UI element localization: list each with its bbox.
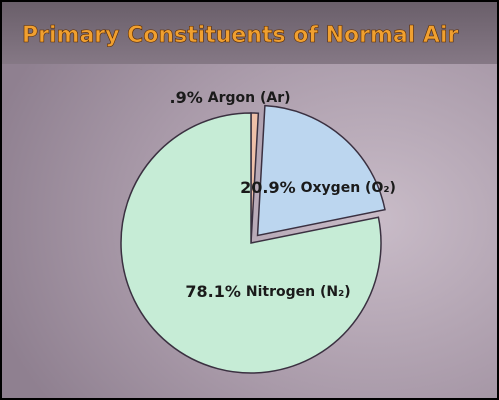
slice-label: 20.9% Oxygen (O₂) [240, 178, 396, 197]
slice-label: 78.1% Nitrogen (N₂) [185, 282, 350, 301]
slice-category-label: Argon (Ar) [208, 90, 291, 106]
page: {"chart_data": {"type": "pie", "title": … [0, 0, 499, 400]
slice-category-label: Oxygen (O₂) [301, 180, 396, 196]
slice-label: .9% Argon (Ar) [169, 88, 290, 107]
slice-value-label: 20.9% [240, 178, 296, 197]
slice-category-label: Nitrogen (N₂) [246, 284, 351, 300]
chart: Primary Constituents of Normal Air .9% Ar… [0, 0, 499, 400]
slice-value-label: .9% [169, 88, 202, 107]
chart-title: Primary Constituents of Normal Air [22, 23, 458, 48]
slice-value-label: 78.1% [185, 282, 241, 301]
